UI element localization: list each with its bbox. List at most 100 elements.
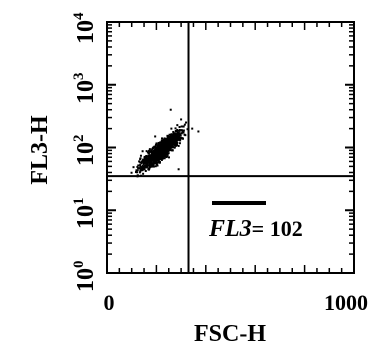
data-point [149,165,152,168]
data-point [184,134,187,137]
data-point [143,156,146,159]
data-point [158,148,161,151]
data-point [177,133,180,136]
data-point [157,160,160,163]
data-point [165,143,168,146]
y-tick-labels: 100 101 102 103 104 [71,12,99,292]
data-point [148,161,151,164]
data-point [136,171,139,174]
x-tick-label-1000: 1000 [324,290,368,315]
data-point [166,136,169,139]
data-point [158,161,161,164]
data-point [139,154,142,157]
data-point [171,146,174,149]
data-point [152,147,155,150]
data-point [153,149,156,152]
data-point [153,146,156,149]
data-point [143,168,146,171]
data-point-outlier [180,118,183,121]
data-point [165,156,168,159]
data-point [167,146,170,149]
data-point [140,168,143,171]
data-point [169,143,172,146]
data-point [144,164,147,167]
data-point-outlier [167,137,170,140]
data-point [147,150,150,153]
data-point [157,159,160,162]
data-point [140,162,143,165]
data-point [150,161,153,164]
data-point [153,152,156,155]
data-point [163,151,166,154]
data-point [139,164,142,167]
data-point [186,128,189,131]
data-point [150,151,153,154]
y-axis-ticks [107,21,354,274]
data-point [145,150,148,153]
data-point [182,125,185,128]
data-point [162,155,165,158]
data-point [163,138,166,141]
data-point [147,167,150,170]
data-point [157,152,160,155]
data-point [175,141,178,144]
data-point [175,134,178,137]
data-point [156,164,159,167]
data-point [154,157,157,160]
data-point [141,168,144,171]
data-point [142,161,145,164]
y-tick-label-10e0: 100 [71,261,99,293]
data-point [162,147,165,150]
y-axis-title: FL3-H [27,115,53,185]
data-point [163,144,166,147]
data-point [160,158,163,161]
data-point [165,150,168,153]
data-point [174,144,177,147]
data-point [145,155,148,158]
data-point [139,174,142,177]
data-point [136,165,139,168]
data-point [181,137,184,140]
data-point [155,161,158,164]
data-point [135,169,138,172]
y-tick-label-10e2: 102 [71,135,99,167]
data-point [151,151,154,154]
data-point [173,133,176,136]
data-point [159,145,162,148]
data-point [157,142,160,145]
data-point [168,140,171,143]
data-point [163,157,166,160]
data-point [152,165,155,168]
annotation-text: FL3= 102 [208,216,303,242]
data-point [167,139,170,142]
data-point [178,142,181,145]
data-point [158,144,161,147]
data-point-outlier [169,108,172,111]
data-point [130,171,133,174]
data-point [167,152,170,155]
data-point [151,165,154,168]
data-point [165,145,168,148]
data-point [146,161,149,164]
data-point [177,131,180,134]
data-point [163,153,166,156]
data-point [161,152,164,155]
data-point [155,142,158,145]
data-point [148,166,151,169]
data-point [163,148,166,151]
data-point [165,146,168,149]
data-point [177,144,180,147]
data-point [175,139,178,142]
data-point [168,142,171,145]
data-point [152,164,155,167]
data-point [137,164,140,167]
data-point [146,151,149,154]
data-point [172,143,175,146]
data-point [173,138,176,141]
data-point [164,139,167,142]
data-point [143,159,146,162]
data-point [167,156,170,159]
data-point [175,143,178,146]
data-point [164,143,167,146]
data-point-outlier [138,160,141,163]
